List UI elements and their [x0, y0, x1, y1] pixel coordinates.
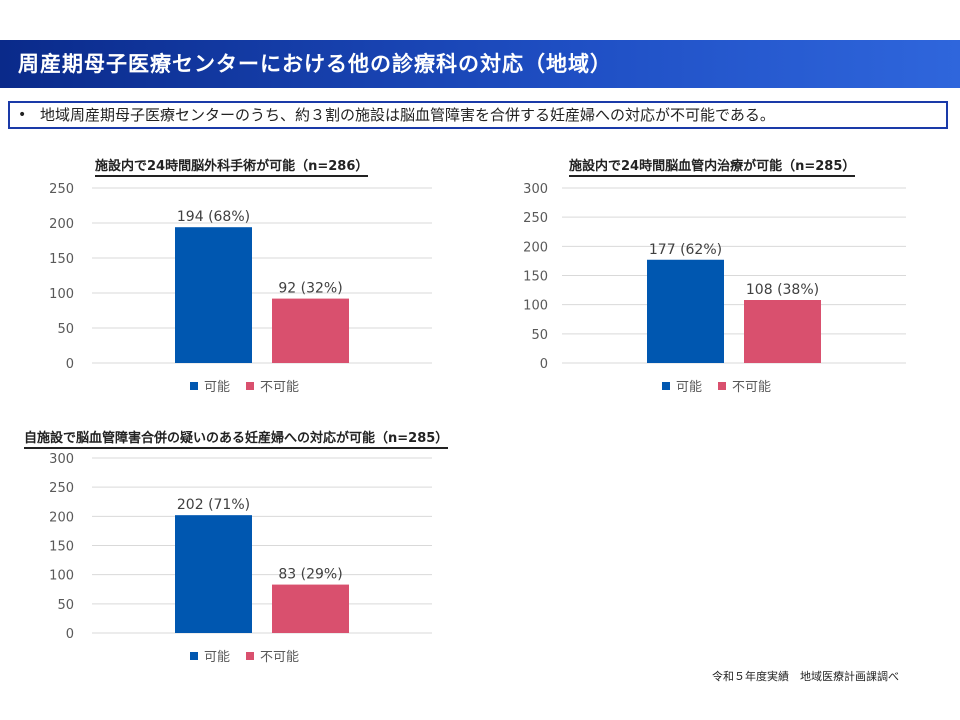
chart-3-legend-swatch-impossible	[246, 652, 254, 660]
chart-1-legend-swatch-possible	[190, 382, 198, 390]
chart-3-ytick-label: 100	[49, 569, 74, 584]
chart-3-ytick-label: 250	[49, 481, 74, 496]
chart-2-ytick-label: 250	[523, 211, 548, 226]
title-bar: 周産期母子医療センターにおける他の診療科の対応（地域）	[0, 40, 960, 88]
chart-2-legend-swatch-impossible	[718, 382, 726, 390]
chart-1-ytick-label: 0	[66, 357, 74, 372]
page-title: 周産期母子医療センターにおける他の診療科の対応（地域）	[18, 52, 612, 76]
chart-1-legend-swatch-impossible	[246, 382, 254, 390]
chart-3-bar-impossible	[272, 584, 349, 633]
chart-3-legend-label-impossible: 不可能	[260, 650, 299, 665]
chart-2-legend-label-possible: 可能	[676, 380, 702, 395]
chart-3-ytick-label: 0	[66, 627, 74, 642]
chart-1-bar-impossible	[272, 298, 349, 363]
bullet-icon: •	[18, 107, 27, 123]
chart-3-ytick-label: 50	[57, 598, 74, 613]
chart-3-bar-possible	[175, 515, 252, 633]
chart-1-data-label: 194 (68%)	[177, 209, 250, 225]
chart-3-data-label: 202 (71%)	[177, 497, 250, 513]
chart-2-ytick-label: 200	[523, 240, 548, 255]
chart-2-ytick-label: 100	[523, 299, 548, 314]
chart-3-ytick-label: 300	[49, 452, 74, 467]
chart-1-ytick-label: 250	[49, 182, 74, 197]
chart-2-data-label: 177 (62%)	[649, 242, 722, 258]
chart-1-title: 施設内で24時間脳外科手術が可能（n=286）	[95, 155, 369, 177]
chart-3-legend-label-possible: 可能	[204, 650, 230, 665]
chart-2-ytick-label: 0	[540, 357, 548, 372]
chart-2-ytick-label: 50	[531, 328, 548, 343]
chart-2-title: 施設内で24時間脳血管内治療が可能（n=285）	[569, 155, 856, 177]
chart-3-ytick-label: 150	[49, 540, 74, 555]
chart-3-title: 自施設で脳血管障害合併の疑いのある妊産婦への対応が可能（n=285）	[24, 427, 449, 449]
summary-text: 地域周産期母子医療センターのうち、約３割の施設は脳血管障害を合併する妊産婦への対…	[40, 106, 775, 124]
summary-box: • 地域周産期母子医療センターのうち、約３割の施設は脳血管障害を合併する妊産婦へ…	[8, 101, 948, 129]
chart-2-ytick-label: 300	[523, 182, 548, 197]
chart-1-legend-label-impossible: 不可能	[260, 380, 299, 395]
chart-1-ytick-label: 100	[49, 287, 74, 302]
chart-1-ytick-label: 50	[57, 322, 74, 337]
chart-1-bar-possible	[175, 227, 252, 363]
source-note: 令和５年度実績 地域医療計画課調べ	[712, 670, 899, 683]
chart-3-data-label: 83 (29%)	[278, 567, 342, 583]
chart-3-legend-swatch-possible	[190, 652, 198, 660]
chart-1-data-label: 92 (32%)	[278, 281, 342, 297]
chart-1-ytick-label: 200	[49, 217, 74, 232]
chart-2-legend-label-impossible: 不可能	[732, 380, 771, 395]
chart-1-ytick-label: 150	[49, 252, 74, 267]
chart-1-legend-label-possible: 可能	[204, 380, 230, 395]
chart-2-bar-possible	[647, 259, 724, 363]
chart-3-ytick-label: 200	[49, 510, 74, 525]
chart-2-legend-swatch-possible	[662, 382, 670, 390]
chart-2-data-label: 108 (38%)	[746, 282, 819, 298]
chart-2-bar-impossible	[744, 300, 821, 363]
chart-2-ytick-label: 150	[523, 270, 548, 285]
